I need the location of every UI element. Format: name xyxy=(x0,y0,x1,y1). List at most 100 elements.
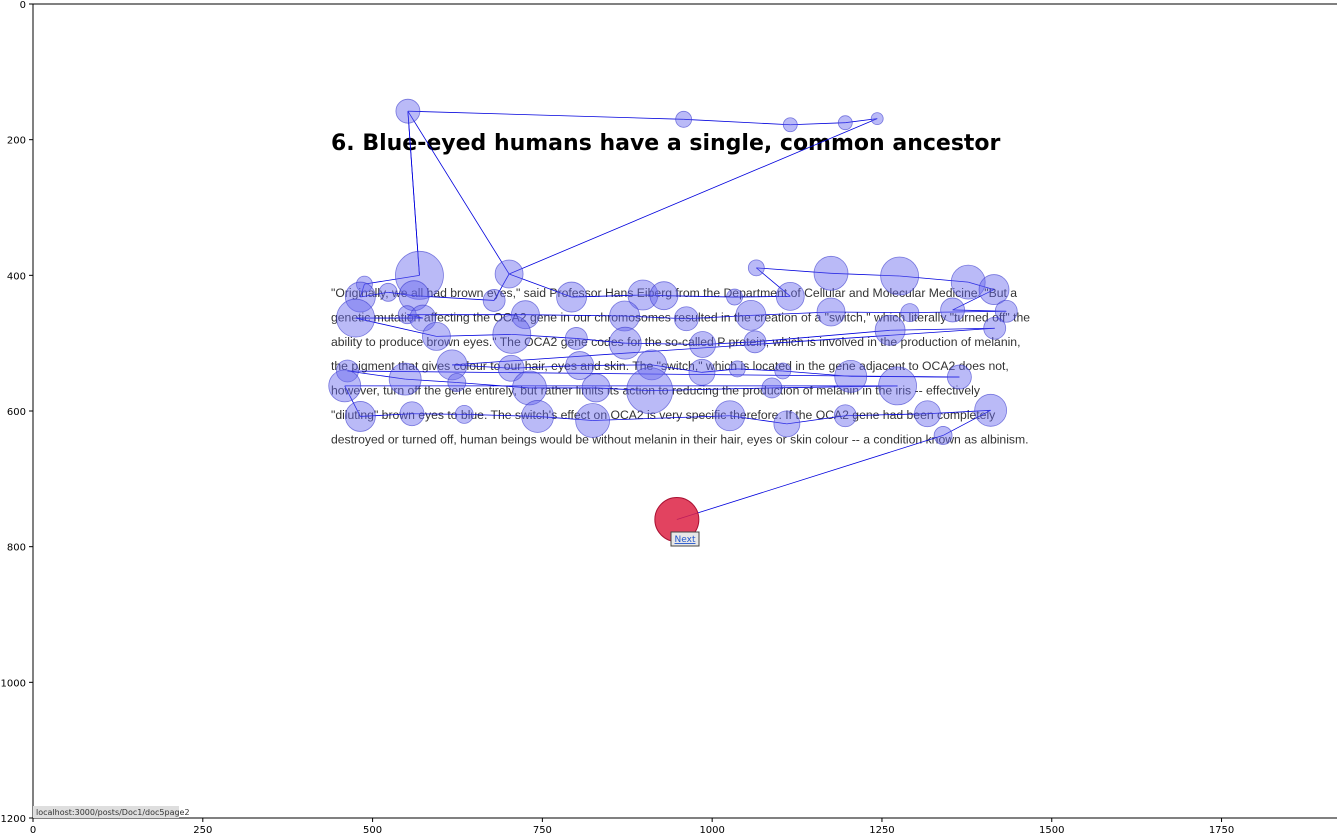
saccade-line xyxy=(952,289,995,311)
fixation-point xyxy=(482,289,506,312)
fixation-point xyxy=(397,305,417,325)
saccade-line xyxy=(537,416,593,421)
fixation-point xyxy=(388,362,422,396)
saccade-line xyxy=(831,311,910,314)
saccade-line xyxy=(845,118,878,124)
saccade-line xyxy=(344,385,361,417)
fixation-point xyxy=(556,281,587,313)
x-tick-label: 750 xyxy=(533,825,552,836)
fixation-point xyxy=(870,112,884,126)
fixation-point xyxy=(933,426,953,445)
x-tick-label: 250 xyxy=(193,825,212,836)
saccade-line xyxy=(756,267,832,274)
fixation-point xyxy=(914,400,941,428)
fixation-point xyxy=(675,110,693,128)
fixation-point xyxy=(773,410,801,438)
fixation-point xyxy=(497,354,525,382)
fixation-point xyxy=(436,349,468,381)
fixation-point xyxy=(726,288,743,306)
saccade-line xyxy=(663,295,735,298)
saccade-line xyxy=(596,387,650,392)
fixation-point xyxy=(378,282,398,302)
saccade-line xyxy=(413,295,495,301)
fixation-point xyxy=(564,327,588,350)
fixation-point xyxy=(673,306,699,332)
fixation-point xyxy=(609,300,640,332)
fixation-point xyxy=(761,377,783,399)
y-tick-label: 1200 xyxy=(1,814,26,825)
fixation-point xyxy=(728,360,746,378)
fixation-point xyxy=(946,364,972,390)
page-heading: 6. Blue-eyed humans have a single, commo… xyxy=(331,131,1001,156)
fixation-point xyxy=(454,404,474,424)
saccade-line xyxy=(899,275,969,283)
fixation-point xyxy=(636,349,668,381)
fixation-point xyxy=(900,303,920,323)
saccade-line xyxy=(347,370,406,380)
fixation-point xyxy=(735,299,767,331)
fixation-point xyxy=(492,314,532,354)
fixation-point xyxy=(878,366,917,406)
paragraph-line: the pigment that gives colour to our hai… xyxy=(331,359,1009,373)
saccade-line xyxy=(525,314,625,317)
saccade-line xyxy=(968,281,995,290)
fixation-point xyxy=(521,400,555,433)
fixation-point xyxy=(627,279,659,311)
x-tick-label: 1750 xyxy=(1209,825,1234,836)
saccade-line xyxy=(456,382,530,389)
fixation-point xyxy=(688,358,716,386)
saccade-line xyxy=(734,295,791,298)
next-link[interactable]: Next xyxy=(675,535,696,545)
saccade-line xyxy=(701,368,738,373)
fixation-point xyxy=(344,401,376,432)
saccade-line xyxy=(359,284,365,298)
x-tick-label: 1000 xyxy=(699,825,724,836)
saccade-line xyxy=(909,310,1007,314)
saccade-line xyxy=(845,413,928,417)
fixation-point xyxy=(689,331,717,358)
saccade-line xyxy=(686,314,751,320)
saccade-line xyxy=(754,329,891,343)
saccade-line xyxy=(890,327,995,331)
fixation-point xyxy=(974,393,1008,427)
saccade-line xyxy=(624,315,687,320)
next-button[interactable]: Next xyxy=(670,531,700,547)
fixation-point xyxy=(395,98,421,124)
saccade-line xyxy=(683,118,791,126)
fixation-point xyxy=(714,400,746,432)
fixation-point xyxy=(950,264,986,300)
fixation-point xyxy=(399,401,425,427)
fixation-point xyxy=(581,373,611,403)
saccade-line xyxy=(756,267,791,297)
fixation-point xyxy=(626,367,674,415)
x-tick-label: 1250 xyxy=(869,825,894,836)
saccade-line xyxy=(592,415,730,421)
saccade-line xyxy=(407,111,420,276)
fixation-point xyxy=(328,369,362,403)
fixation-point xyxy=(356,275,373,293)
y-tick-label: 1000 xyxy=(1,678,26,689)
saccade-line xyxy=(649,387,772,392)
saccade-line xyxy=(347,370,960,378)
fixation-point xyxy=(874,314,906,346)
fixation-point xyxy=(510,300,540,330)
saccade-line xyxy=(493,273,510,301)
fixation-point xyxy=(940,297,965,323)
paragraph-line: genetic mutation affecting the OCA2 gene… xyxy=(331,310,1030,324)
y-tick-label: 400 xyxy=(7,271,26,282)
saccade-line xyxy=(464,413,538,417)
fixation-point xyxy=(344,281,376,313)
fixation-point xyxy=(880,256,920,296)
saccade-line xyxy=(831,272,900,277)
paragraph-line: "diluting" brown eyes to blue. The switc… xyxy=(331,408,996,422)
y-tick-label: 200 xyxy=(7,136,26,147)
fixation-point xyxy=(447,373,467,392)
fixation-point xyxy=(983,316,1007,340)
saccade-line xyxy=(786,415,846,425)
saccade-line xyxy=(407,110,684,120)
saccade-line xyxy=(651,364,703,373)
fixation-point xyxy=(336,359,359,383)
status-url: localhost:3000/posts/Doc1/doc5page2 xyxy=(36,808,190,817)
fixation-point xyxy=(398,280,430,312)
